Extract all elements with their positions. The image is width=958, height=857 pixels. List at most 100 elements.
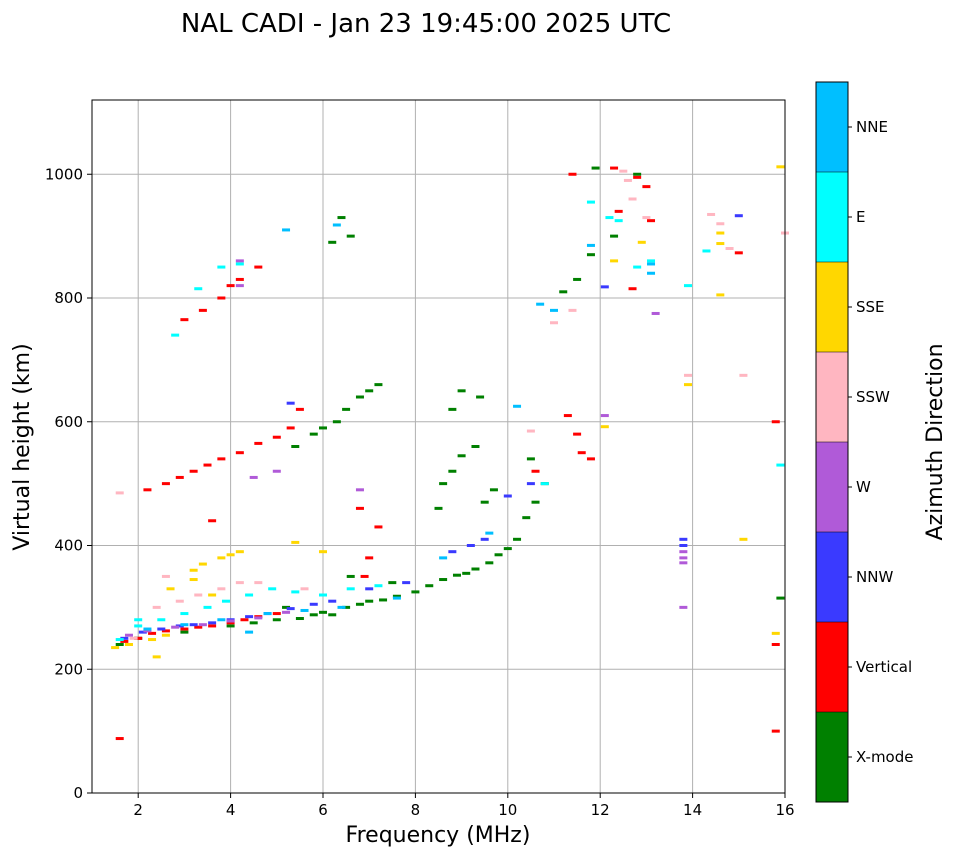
data-point-vertical — [647, 219, 656, 223]
data-point-w — [679, 556, 688, 560]
data-point-ssw — [707, 212, 716, 216]
x-tick-label: 2 — [133, 801, 143, 819]
data-point-sse — [189, 578, 198, 582]
data-point-e — [115, 638, 124, 642]
data-point-vertical — [642, 185, 651, 189]
data-point-nnw — [309, 602, 318, 606]
data-point-w — [143, 629, 152, 633]
data-point-w — [651, 311, 660, 315]
data-point-nnw — [157, 627, 166, 631]
x-axis-label: Frequency (MHz) — [346, 823, 531, 848]
data-point-vertical — [272, 612, 281, 616]
data-point-nne — [485, 531, 494, 535]
data-point-e — [346, 587, 355, 591]
x-tick-label: 4 — [226, 801, 236, 819]
data-point-e — [540, 482, 549, 486]
data-point-vertical — [286, 426, 295, 430]
data-point-ssw — [642, 216, 651, 220]
data-point-x-mode — [392, 594, 401, 598]
data-point-e — [203, 605, 212, 609]
data-point-x-mode — [249, 621, 258, 625]
colorbar-label-x-mode: X-mode — [856, 748, 913, 766]
data-point-vertical — [374, 525, 383, 529]
data-point-e — [319, 593, 327, 597]
colorbar-label-sse: SSE — [856, 298, 885, 316]
data-point-vertical — [217, 296, 226, 300]
data-point-sse — [716, 293, 725, 297]
data-point-e — [683, 284, 692, 288]
chart-title: NAL CADI - Jan 23 19:45:00 2025 UTC — [181, 9, 671, 39]
data-point-nnw — [286, 607, 295, 611]
data-point-nnw — [480, 537, 489, 541]
data-point-sse — [208, 593, 217, 597]
data-point-e — [171, 333, 180, 337]
data-point-sse — [319, 550, 327, 554]
data-point-w — [282, 610, 291, 614]
data-point-x-mode — [480, 500, 489, 504]
data-point-x-mode — [332, 420, 341, 424]
data-point-nnw — [503, 494, 512, 498]
data-point-nnw — [286, 401, 295, 405]
data-point-nne — [300, 608, 309, 612]
data-point-vertical — [771, 643, 780, 646]
data-point-vertical — [180, 318, 189, 322]
data-point-nne — [647, 271, 656, 275]
data-point-x-mode — [355, 395, 364, 399]
data-point-vertical — [365, 556, 374, 560]
data-point-sse — [111, 646, 120, 650]
colorbar-swatch — [816, 172, 848, 262]
colorbar-label-ssw: SSW — [856, 388, 890, 406]
data-point-nnw — [466, 544, 475, 547]
y-tick-label: 0 — [73, 784, 83, 802]
data-point-x-mode — [633, 172, 642, 176]
data-point-w — [171, 625, 180, 629]
data-point-x-mode — [374, 383, 383, 387]
data-point-nnw — [402, 581, 411, 585]
colorbar: X-mode Vertical NNW W SSW SSE E NNE — [815, 81, 913, 803]
data-point-e — [633, 265, 642, 269]
data-point-sse — [148, 638, 157, 642]
colorbar-label-nnw: NNW — [856, 568, 893, 586]
data-point-x-mode — [226, 624, 235, 628]
colorbar-label-nne: NNE — [856, 118, 888, 136]
data-point-sse — [637, 240, 646, 244]
data-point-nnw — [679, 537, 688, 541]
data-point-vertical — [272, 435, 281, 439]
data-point-vertical — [175, 475, 184, 479]
data-point-sse — [610, 259, 619, 263]
data-point-vertical — [254, 441, 263, 445]
data-point-nnw — [679, 544, 688, 547]
data-point-x-mode — [319, 610, 327, 614]
data-point-x-mode — [439, 482, 448, 486]
data-point-x-mode — [591, 166, 600, 170]
data-point-ssw — [194, 593, 203, 597]
data-point-vertical — [235, 277, 244, 281]
data-point-x-mode — [457, 454, 466, 458]
data-point-w — [600, 414, 609, 418]
y-tick-label: 800 — [54, 289, 83, 307]
x-axis-ticks: 2 4 6 8 10 12 14 16 — [133, 793, 795, 819]
data-point-x-mode — [448, 469, 457, 473]
data-point-nne — [337, 605, 346, 609]
data-point-vertical — [161, 629, 170, 633]
data-point-e — [614, 219, 623, 223]
data-point-w — [254, 616, 263, 620]
data-point-vertical — [208, 624, 217, 628]
data-point-e — [605, 216, 614, 220]
data-point-vertical — [134, 636, 143, 640]
y-axis-label: Virtual height (km) — [10, 343, 35, 550]
data-point-x-mode — [573, 277, 582, 281]
data-point-e — [268, 587, 277, 591]
data-point-x-mode — [342, 605, 351, 609]
data-point-ssw — [628, 197, 637, 201]
data-point-vertical — [115, 737, 124, 741]
data-point-vertical — [148, 631, 157, 635]
data-point-nne — [439, 556, 448, 560]
data-point-vertical — [189, 469, 198, 473]
data-point-x-mode — [462, 571, 471, 575]
data-point-nnw — [208, 621, 217, 625]
data-point-nnw — [120, 636, 129, 640]
data-point-x-mode — [471, 567, 480, 571]
data-point-vertical — [771, 729, 780, 733]
data-point-vertical — [610, 166, 619, 170]
